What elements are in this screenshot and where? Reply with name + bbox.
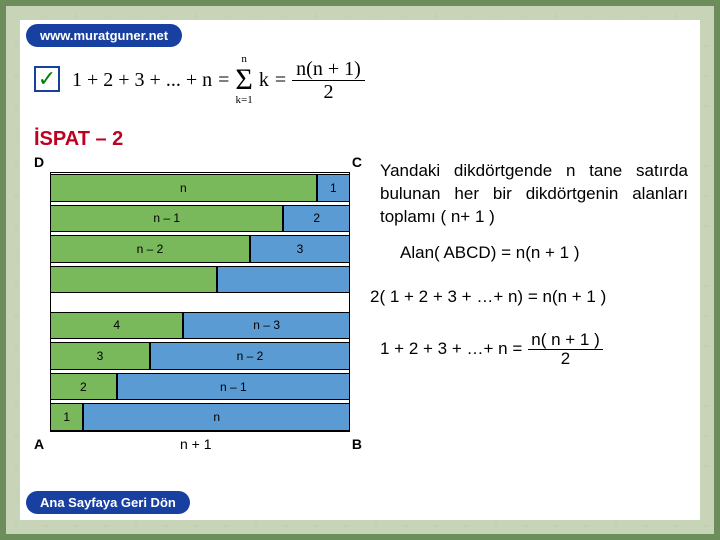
check-icon: ✓	[34, 66, 60, 92]
slide-frame: www.muratguner.net ✓ 1 + 2 + 3 + ... + n…	[0, 0, 720, 540]
green-bar: 3	[50, 342, 150, 370]
explanation-block: Yandaki dikdörtgende n tane satırda bulu…	[380, 160, 688, 368]
eq-final-num: n( n + 1 )	[528, 331, 603, 350]
blue-bar: n – 3	[183, 312, 350, 340]
equals-2: =	[275, 69, 286, 92]
back-button[interactable]: Ana Sayfaya Geri Dön	[26, 491, 190, 514]
blue-bar: n	[83, 403, 350, 431]
green-bar: n – 1	[50, 205, 283, 233]
proof-title: İSPAT – 2	[34, 128, 123, 151]
blue-bar: 3	[250, 235, 350, 263]
blue-bar: n – 1	[117, 373, 350, 401]
eq-area: Alan( ABCD) = n(n + 1 )	[400, 243, 688, 263]
sum-formula: 1 + 2 + 3 + ... + n = n Σ k=1 k = n(n + …	[72, 54, 365, 106]
corner-b: B	[352, 436, 362, 452]
corner-d: D	[34, 154, 44, 170]
equals-1: =	[218, 69, 229, 92]
eq-final-den: 2	[561, 350, 570, 368]
eq-final-lhs: 1 + 2 + 3 + …+ n =	[380, 339, 522, 359]
formula-lhs: 1 + 2 + 3 + ... + n	[72, 69, 212, 92]
eq-final: 1 + 2 + 3 + …+ n = n( n + 1 ) 2	[380, 331, 688, 368]
sigma-body: k	[259, 69, 269, 92]
green-bar	[50, 266, 217, 294]
corner-c: C	[352, 154, 362, 170]
green-bar: 4	[50, 312, 183, 340]
formula-fraction: n(n + 1) 2	[292, 58, 365, 103]
green-bar: n – 2	[50, 235, 250, 263]
eq-final-fraction: n( n + 1 ) 2	[528, 331, 603, 368]
staircase-diagram: D C A B n1n – 12n – 234n – 33n – 22n – 1…	[30, 156, 360, 466]
green-bar: n	[50, 174, 317, 202]
blue-bar: 2	[283, 205, 350, 233]
blue-bar: n – 2	[150, 342, 350, 370]
sigma-block: n Σ k=1	[235, 54, 252, 106]
frac-num: n(n + 1)	[292, 58, 365, 81]
width-label: n + 1	[180, 436, 212, 452]
slide-content: www.muratguner.net ✓ 1 + 2 + 3 + ... + n…	[20, 20, 700, 520]
corner-a: A	[34, 436, 44, 452]
explanation-paragraph: Yandaki dikdörtgende n tane satırda bulu…	[380, 160, 688, 229]
green-bar: 2	[50, 373, 117, 401]
sigma-symbol: Σ	[235, 65, 252, 95]
green-bar: 1	[50, 403, 83, 431]
sigma-lower: k=1	[236, 95, 253, 106]
eq-double-sum: 2( 1 + 2 + 3 + …+ n) = n(n + 1 )	[370, 287, 688, 307]
url-pill: www.muratguner.net	[26, 24, 182, 47]
blue-bar: 1	[317, 174, 350, 202]
blue-bar	[217, 266, 350, 294]
frac-den: 2	[319, 81, 337, 103]
